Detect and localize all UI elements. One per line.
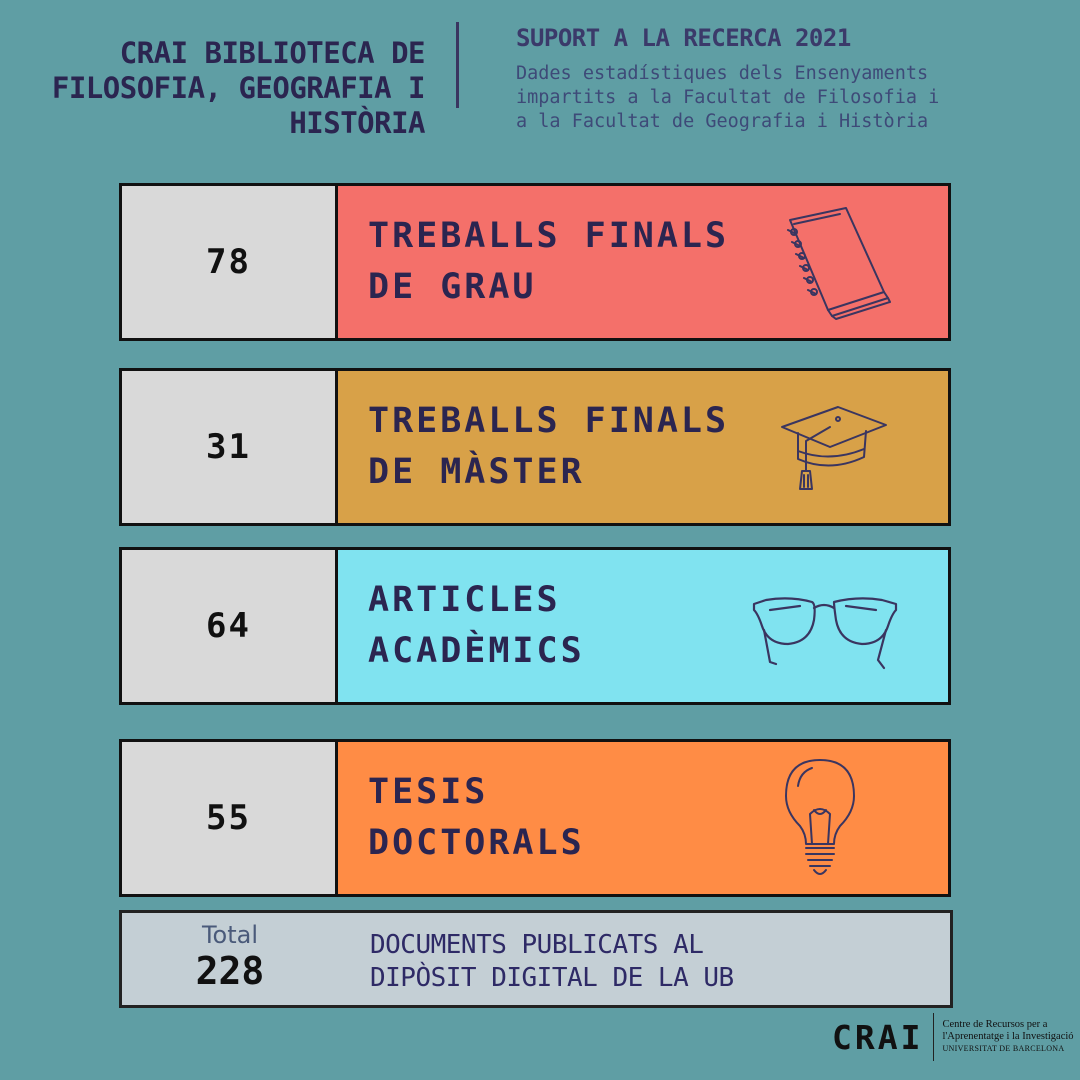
stat-count: 78 xyxy=(122,186,338,338)
stat-count: 31 xyxy=(122,371,338,523)
logo-line: Centre de Recursos per a xyxy=(942,1019,1048,1030)
stat-label-cell: ARTICLES ACADÈMICS xyxy=(338,550,948,702)
stat-row-articles: 64 ARTICLES ACADÈMICS xyxy=(119,547,951,705)
logo-line: l'Aprenentatge i la Investigació xyxy=(942,1031,1074,1042)
stat-label: TESIS DOCTORALS xyxy=(368,772,585,863)
stat-label-cell: TESIS DOCTORALS xyxy=(338,742,948,894)
header-divider xyxy=(456,22,459,108)
header-title-line: FILOSOFIA, GEOGRAFIA I xyxy=(51,71,426,105)
stat-row-treballs-grau: 78 TREBALLS FINALS DE GRAU xyxy=(119,183,951,341)
crai-wordmark: CRAI xyxy=(832,1017,924,1057)
stat-label: TREBALLS FINALS DE MÀSTER xyxy=(368,401,730,492)
header-info: SUPORT A LA RECERCA 2021 Dades estadísti… xyxy=(516,22,1056,134)
header-title-line: CRAI BIBLIOTECA DE xyxy=(119,36,426,70)
crai-logo: CRAI Centre de Recursos per a l'Aprenent… xyxy=(832,1012,1074,1062)
total-label: Total xyxy=(201,921,259,949)
total-summary: Total 228 DOCUMENTS PUBLICATS AL DIPÒSIT… xyxy=(119,910,953,1008)
header-title-line: HISTÒRIA xyxy=(289,106,425,140)
graduation-cap-icon xyxy=(781,406,887,490)
stat-label: TREBALLS FINALS DE GRAU xyxy=(368,216,730,307)
stat-label-cell: TREBALLS FINALS DE GRAU xyxy=(338,186,948,338)
stat-count: 55 xyxy=(122,742,338,894)
logo-divider xyxy=(933,1013,935,1061)
header-title: CRAI BIBLIOTECA DE FILOSOFIA, GEOGRAFIA … xyxy=(20,36,426,141)
report-subtitle: Dades estadístiques dels Ensenyaments im… xyxy=(516,63,940,132)
stat-label: ARTICLES ACADÈMICS xyxy=(368,580,585,671)
stat-label-cell: TREBALLS FINALS DE MÀSTER xyxy=(338,371,948,523)
stat-row-tesis: 55 TESIS DOCTORALS xyxy=(119,739,951,897)
lightbulb-icon xyxy=(785,759,855,875)
university-name: UNIVERSITAT DE BARCELONA xyxy=(942,1044,1065,1053)
stat-row-treballs-master: 31 TREBALLS FINALS DE MÀSTER xyxy=(119,368,951,526)
glasses-icon xyxy=(752,597,898,670)
total-description: DOCUMENTS PUBLICATS AL DIPÒSIT DIGITAL D… xyxy=(370,930,734,993)
report-title: SUPORT A LA RECERCA 2021 xyxy=(516,24,851,52)
logo-text: Centre de Recursos per a l'Aprenentatge … xyxy=(942,1019,1073,1055)
stat-count: 64 xyxy=(122,550,338,702)
total-value: 228 xyxy=(195,949,265,993)
notebook-icon xyxy=(787,207,891,320)
